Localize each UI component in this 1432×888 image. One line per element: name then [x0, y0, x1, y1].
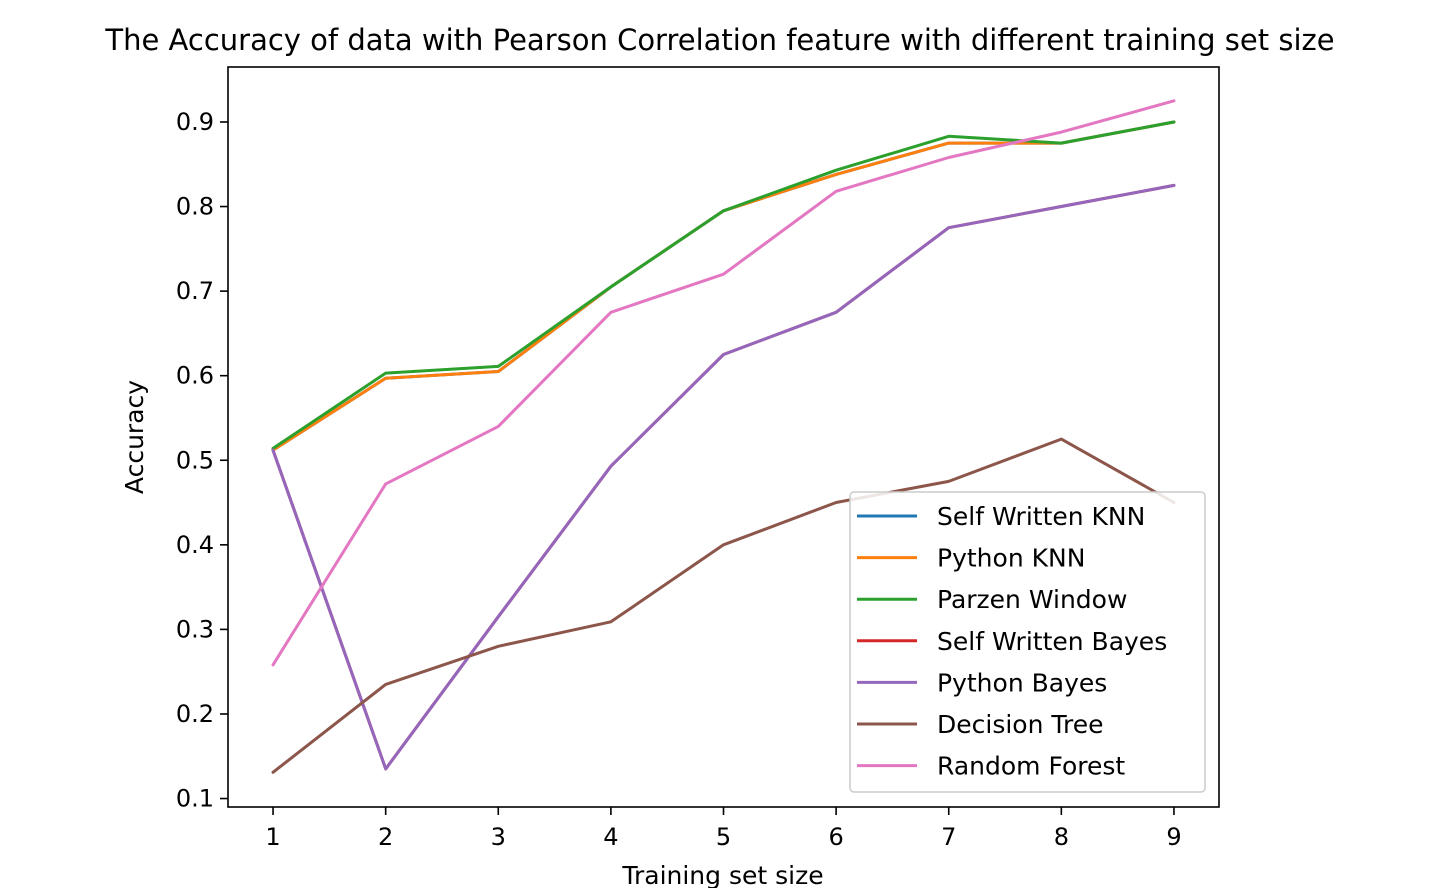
legend-label-5: Decision Tree	[937, 710, 1103, 739]
legend-label-6: Random Forest	[937, 752, 1125, 781]
x-tick-label: 2	[378, 823, 393, 851]
legend: Self Written KNN Python KNN Parzen Window S…	[849, 491, 1206, 793]
y-tick-label: 0.1	[176, 785, 214, 813]
series-line-4	[271, 183, 1176, 771]
x-tick-label: 4	[603, 823, 618, 851]
y-tick-label: 0.2	[176, 700, 214, 728]
series-line-5	[271, 437, 1176, 774]
y-axis-label: Accuracy	[120, 380, 149, 494]
x-tick-label: 1	[265, 823, 280, 851]
x-tick-label: 9	[1166, 823, 1181, 851]
legend-label-1: Python KNN	[937, 544, 1085, 573]
y-tick-label: 0.3	[176, 615, 214, 643]
legend-label-4: Python Bayes	[937, 668, 1107, 697]
legend-label-2: Parzen Window	[937, 585, 1127, 614]
x-tick-label: 3	[491, 823, 506, 851]
y-tick-label: 0.9	[176, 108, 214, 136]
y-tick-label: 0.5	[176, 446, 214, 474]
x-axis: 1 2 3 4 5 6 7 8 9	[265, 807, 1182, 851]
legend-label-3: Self Written Bayes	[937, 627, 1167, 656]
series-layer	[271, 99, 1176, 774]
x-tick-label: 6	[828, 823, 843, 851]
y-axis: 0.1 0.2 0.3 0.4 0.5 0.6 0.7 0.8 0.9	[176, 108, 228, 813]
series-line-6	[271, 99, 1176, 667]
y-tick-label: 0.7	[176, 277, 214, 305]
legend-frame	[849, 491, 1206, 793]
legend-label-0: Self Written KNN	[937, 502, 1145, 531]
x-tick-label: 5	[716, 823, 731, 851]
x-axis-label: Training set size	[621, 861, 823, 888]
chart-title: The Accuracy of data with Pearson Correl…	[104, 23, 1334, 57]
series-line-1	[271, 120, 1176, 452]
y-tick-label: 0.4	[176, 531, 214, 559]
series-line-2	[271, 120, 1176, 450]
y-tick-label: 0.6	[176, 362, 214, 390]
x-tick-label: 8	[1054, 823, 1069, 851]
x-tick-label: 7	[941, 823, 956, 851]
y-tick-label: 0.8	[176, 193, 214, 221]
series-line-0	[271, 120, 1176, 452]
